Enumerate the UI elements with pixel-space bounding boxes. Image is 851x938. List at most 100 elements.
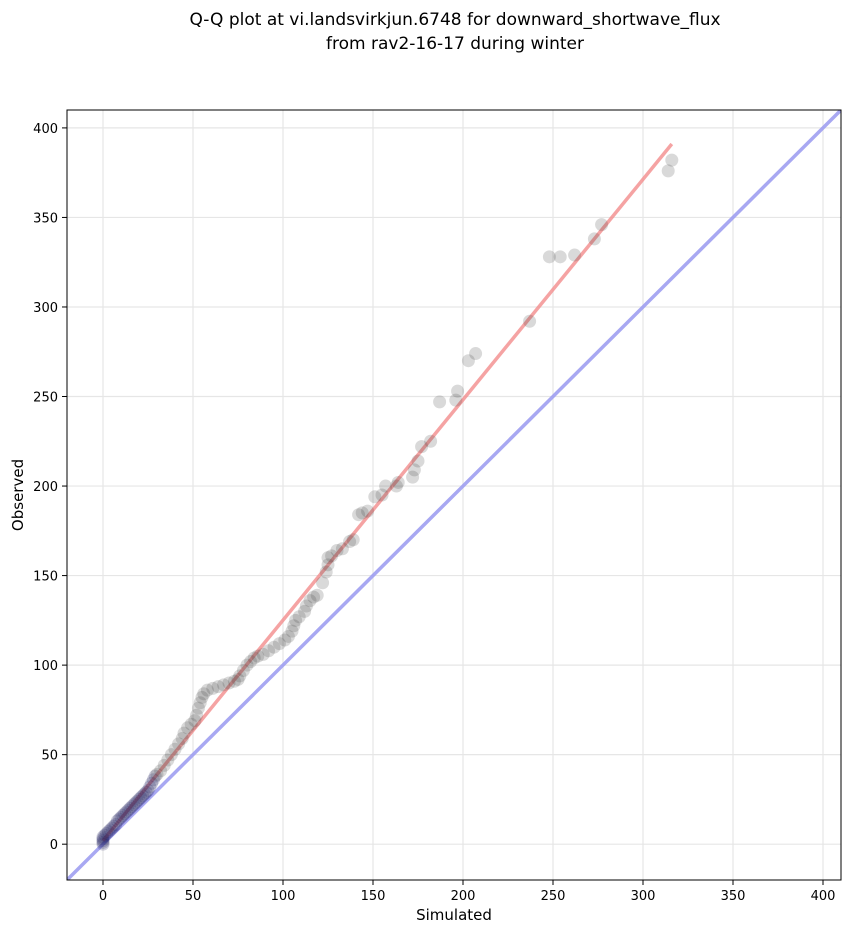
grid-lines [67,110,841,880]
x-tick-label: 250 [541,889,566,904]
y-tick-label: 0 [50,838,58,853]
data-point [343,535,357,549]
data-point [96,832,110,846]
data-point [136,789,150,803]
data-point [661,164,675,178]
data-point [523,314,537,328]
data-point [128,796,142,810]
data-point [96,830,110,844]
x-tick-label: 200 [451,889,476,904]
data-point [184,717,198,731]
data-point [181,721,195,735]
data-point [119,805,133,819]
data-point [130,794,144,808]
x-tick-label: 100 [271,889,296,904]
data-point [346,533,360,547]
data-point [233,669,247,683]
data-point [148,769,162,783]
data-point [451,384,465,398]
data-point [121,803,135,817]
data-point [553,250,567,264]
data-point [298,604,312,618]
fit-line [101,142,674,842]
data-point [289,613,303,627]
data-point [240,658,254,672]
data-point [175,732,189,746]
data-point [116,809,130,823]
data-point [411,454,425,468]
data-point [168,742,182,756]
data-points [96,153,679,851]
data-point [267,640,281,654]
data-point [310,588,324,602]
data-point [665,153,679,167]
data-point [379,479,393,493]
data-point [197,687,211,701]
data-point [325,549,339,563]
data-point [101,825,115,839]
data-point [461,354,475,368]
data-point [415,440,429,454]
data-point [137,787,151,801]
data-point [281,629,295,643]
chart-title-line-2: from rav2-16-17 during winter [326,34,584,54]
y-axis-ticks: 0 50 100 150 200 250 300 350 400 [33,122,67,853]
data-point [172,737,186,751]
data-point [299,599,313,613]
data-point [110,814,124,828]
data-point [303,594,317,608]
data-point [406,470,420,484]
data-point [262,644,276,658]
data-point [335,542,349,556]
data-point [330,544,344,558]
data-point [150,767,164,781]
data-point [236,663,250,677]
data-point [407,463,421,477]
y-tick-label: 300 [33,301,58,316]
data-point [222,676,236,690]
data-point [433,395,447,409]
data-point [285,624,299,638]
data-point [177,726,191,740]
data-point [424,434,438,448]
data-point [292,610,306,624]
y-tick-label: 350 [33,211,58,226]
data-point [134,791,148,805]
data-point [319,565,333,579]
chart-title-line-1: Q-Q plot at vi.landsvirkjun.6748 for dow… [189,10,720,30]
data-point [195,690,209,704]
reference-lines [67,110,841,880]
data-point [278,633,292,647]
data-point [164,748,178,762]
data-point [105,821,119,835]
data-point [127,798,141,812]
data-point [109,817,123,831]
data-point [389,479,403,493]
y-tick-label: 400 [33,122,58,137]
data-point [193,696,207,710]
data-point [287,619,301,633]
data-point [123,801,137,815]
data-point [125,800,139,814]
data-point [321,558,335,572]
data-point [98,828,112,842]
data-point [141,783,155,797]
x-tick-label: 300 [631,889,656,904]
x-axis-ticks: 0 50 100 150 200 250 300 350 400 [99,880,836,904]
x-tick-label: 400 [811,889,836,904]
data-point [118,807,132,821]
data-point [96,834,110,848]
data-point [139,785,153,799]
data-point [469,347,483,361]
data-point [96,835,110,849]
data-point [568,248,582,262]
data-point [145,776,159,790]
data-point [542,250,556,264]
data-point [321,551,335,565]
data-point [154,764,168,778]
data-point [587,232,601,246]
data-point [211,680,225,694]
data-point [307,590,321,604]
data-point [449,393,463,407]
